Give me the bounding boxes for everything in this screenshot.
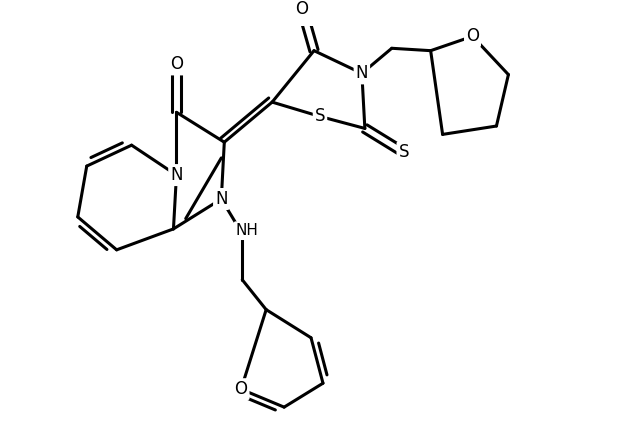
Text: O: O <box>234 380 248 398</box>
Text: O: O <box>466 27 479 45</box>
Text: N: N <box>170 166 182 184</box>
Text: NH: NH <box>236 223 259 238</box>
Text: S: S <box>399 143 409 161</box>
Text: S: S <box>315 107 325 126</box>
Text: O: O <box>296 0 308 18</box>
Text: O: O <box>170 55 183 73</box>
Text: N: N <box>215 190 228 208</box>
Text: N: N <box>356 64 368 82</box>
